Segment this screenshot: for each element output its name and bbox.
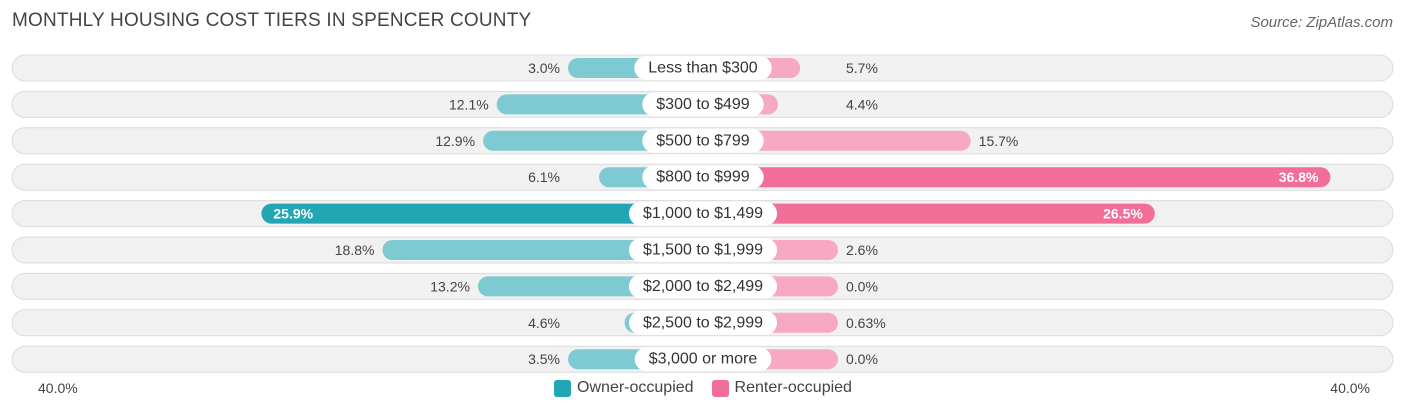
category-pill <box>642 165 764 190</box>
legend-label-renter: Renter-occupied <box>734 379 852 396</box>
renter-value-label: 5.7% <box>846 60 878 76</box>
legend-item-owner: Owner-occupied <box>554 379 694 397</box>
owner-value-label: 3.5% <box>528 351 560 367</box>
owner-value-label: 12.9% <box>435 133 475 149</box>
legend-swatch-owner <box>554 379 572 397</box>
renter-value-label: 2.6% <box>846 242 878 258</box>
axis-right-label: 40.0% <box>1330 380 1370 396</box>
owner-value-label: 6.1% <box>528 169 560 185</box>
legend-label-owner: Owner-occupied <box>577 379 694 396</box>
owner-value-label: 25.9% <box>273 206 313 222</box>
renter-bar <box>703 130 971 151</box>
axis-left-label: 40.0% <box>38 380 78 396</box>
category-pill <box>628 201 778 226</box>
renter-value-label: 26.5% <box>1103 206 1143 222</box>
category-label: $3,000 or more <box>649 351 758 368</box>
category-pill <box>642 92 764 117</box>
owner-value-label: 13.2% <box>430 278 470 294</box>
category-pill <box>634 56 772 80</box>
renter-bar <box>703 203 1155 224</box>
renter-value-label: 0.0% <box>846 278 878 294</box>
category-label: $1,000 to $1,499 <box>643 205 763 222</box>
owner-value-label: 12.1% <box>449 96 489 112</box>
category-pill <box>642 128 764 153</box>
renter-value-label: 4.4% <box>846 96 878 112</box>
legend: Owner-occupied Renter-occupied <box>0 379 1406 397</box>
source-credit: Source: ZipAtlas.com <box>1250 14 1393 31</box>
renter-value-label: 0.63% <box>846 315 886 331</box>
legend-item-renter: Renter-occupied <box>711 379 852 397</box>
category-pill <box>628 238 778 262</box>
category-label: $300 to $499 <box>656 96 750 113</box>
owner-bar <box>382 240 703 260</box>
category-label: Less than $300 <box>648 60 758 77</box>
owner-bar <box>261 203 703 224</box>
category-label: $800 to $999 <box>656 169 750 186</box>
owner-value-label: 18.8% <box>335 242 375 258</box>
legend-swatch-renter <box>711 379 729 397</box>
renter-value-label: 0.0% <box>846 351 878 367</box>
category-pill <box>628 310 778 335</box>
renter-value-label: 15.7% <box>979 133 1019 149</box>
category-pill <box>634 347 772 372</box>
category-label: $500 to $799 <box>656 132 750 149</box>
category-label: $1,500 to $1,999 <box>643 242 763 259</box>
chart-title: MONTHLY HOUSING COST TIERS IN SPENCER CO… <box>12 10 532 31</box>
owner-value-label: 3.0% <box>528 60 560 76</box>
category-label: $2,000 to $2,499 <box>643 278 763 295</box>
renter-value-label: 36.8% <box>1279 169 1319 185</box>
renter-bar <box>703 167 1331 188</box>
owner-value-label: 4.6% <box>528 315 560 331</box>
category-pill <box>628 274 778 299</box>
category-label: $2,500 to $2,999 <box>643 314 763 331</box>
